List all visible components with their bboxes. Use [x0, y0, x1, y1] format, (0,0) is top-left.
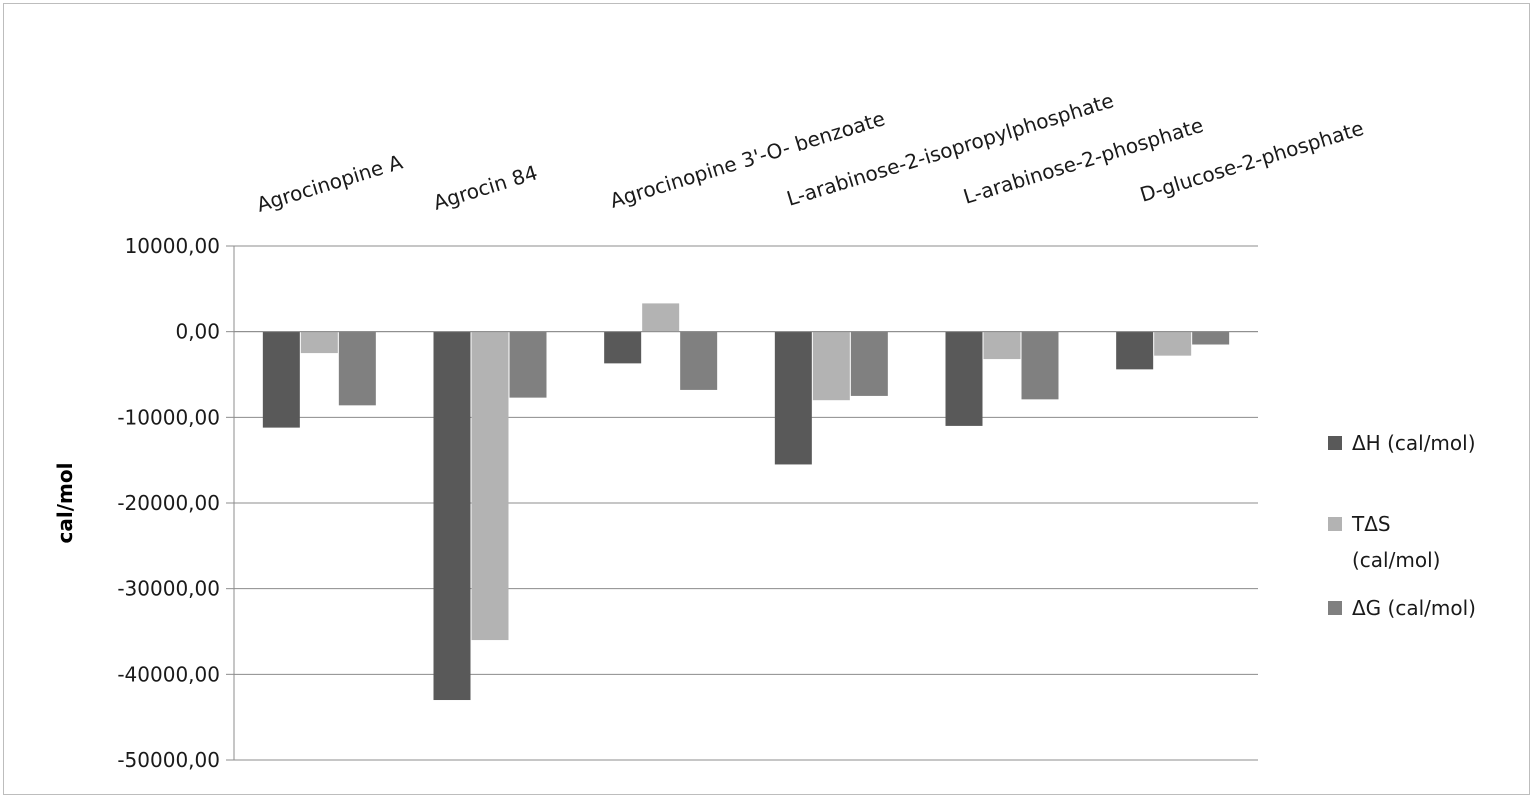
y-tick-label: -20000,00: [117, 491, 220, 515]
category-labels: Agrocinopine A Agrocin 84 Agrocinopine 3'-…: [254, 88, 1367, 217]
category-label: L-arabinose-2-isopropylphosphate: [784, 88, 1117, 211]
bar-tds: [471, 331, 509, 641]
legend-swatch: [1328, 436, 1342, 450]
legend-swatch: [1328, 517, 1342, 531]
legend-swatch: [1328, 601, 1342, 615]
bar-tds: [1154, 331, 1192, 356]
bar-tds: [812, 331, 850, 401]
legend: ΔH (cal/mol) TΔS (cal/mol) ΔG (cal/mol): [1328, 431, 1476, 620]
bar-dg: [1021, 331, 1059, 400]
y-axis-title: cal/mol: [53, 463, 77, 544]
bar-tds: [642, 303, 680, 332]
bar-tds: [300, 331, 338, 354]
legend-label: ΔG (cal/mol): [1352, 596, 1476, 620]
category-label: Agrocinopine A: [254, 150, 406, 217]
legend-label: ΔH (cal/mol): [1352, 431, 1476, 455]
y-tick-label: -50000,00: [117, 748, 220, 772]
bar-dg: [338, 331, 376, 406]
legend-label: (cal/mol): [1352, 548, 1440, 572]
bar-dh: [945, 331, 983, 426]
bar-dh: [604, 331, 642, 364]
bar-dh: [433, 331, 471, 701]
axes: 10000,00 0,00 -10000,00 -20000,00 -30000,00 -…: [117, 234, 1258, 772]
y-tick-label: -40000,00: [117, 662, 220, 686]
y-tick-label: -10000,00: [117, 405, 220, 429]
legend-label: TΔS: [1351, 512, 1391, 536]
y-tick-label: 0,00: [175, 320, 220, 344]
bar-dg: [680, 331, 718, 390]
category-label: Agrocinopine 3'-O- benzoate: [607, 106, 888, 213]
gridlines: [234, 245, 1258, 761]
bar-dg: [850, 331, 888, 396]
bar-dh: [262, 331, 300, 428]
bars: [262, 303, 1230, 701]
bar-dg: [509, 331, 547, 398]
chart-frame: [3, 3, 1530, 795]
bar-dh: [774, 331, 812, 465]
bar-tds: [983, 331, 1021, 360]
bar-dg: [1192, 331, 1230, 345]
y-tick-label: -30000,00: [117, 577, 220, 601]
bar-dh: [1116, 331, 1154, 370]
y-tick-label: 10000,00: [125, 234, 220, 258]
category-label: Agrocin 84: [430, 160, 540, 214]
